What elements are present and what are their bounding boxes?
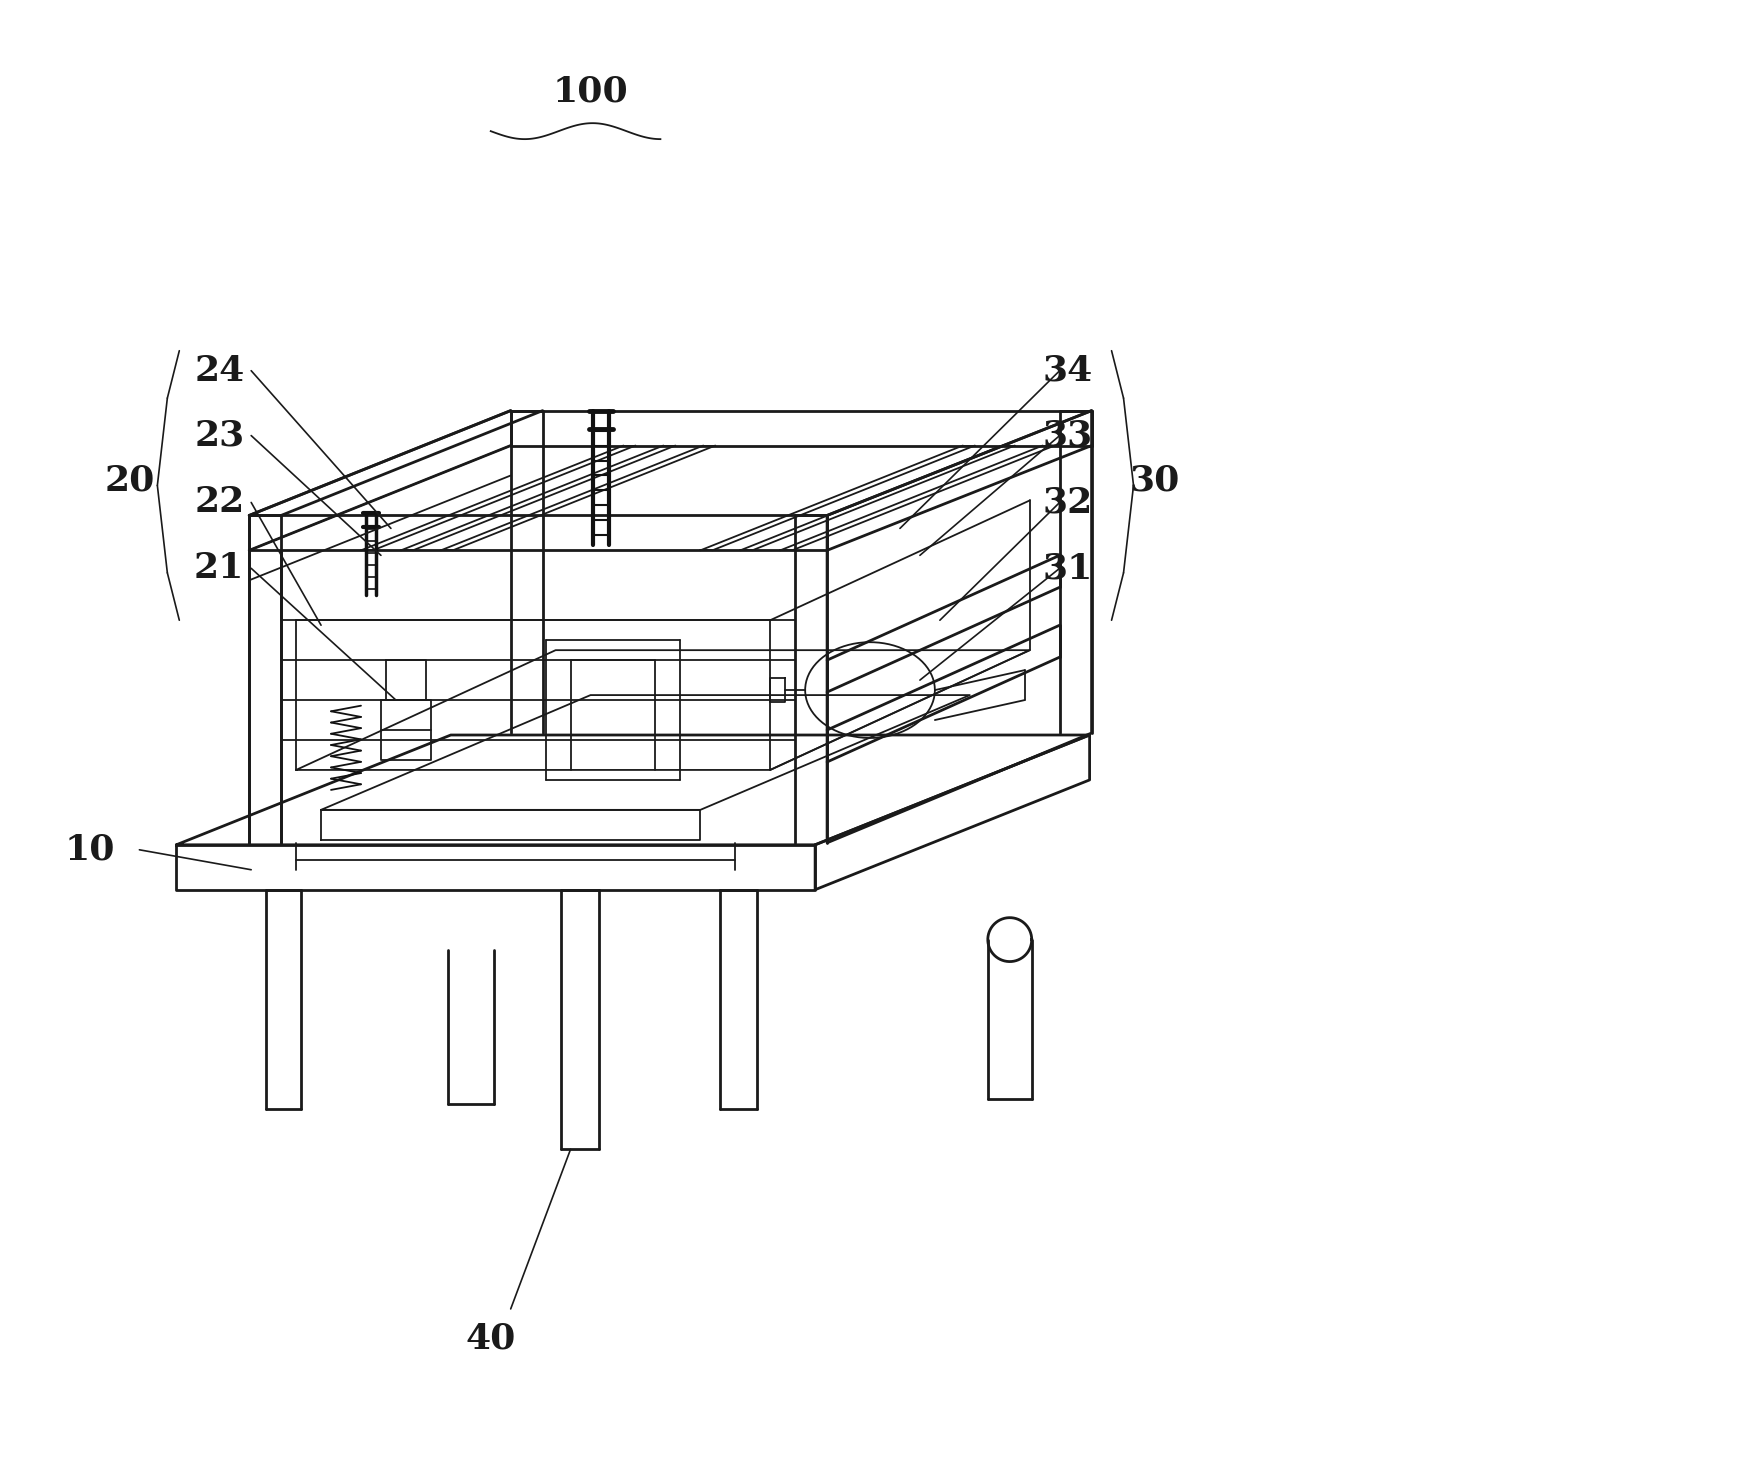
- Text: 34: 34: [1042, 354, 1093, 388]
- Text: 24: 24: [195, 354, 244, 388]
- Text: 33: 33: [1042, 419, 1093, 453]
- Text: 23: 23: [195, 419, 244, 453]
- Text: 32: 32: [1042, 485, 1093, 519]
- Text: 100: 100: [553, 74, 628, 108]
- Text: 40: 40: [465, 1322, 516, 1356]
- Text: 21: 21: [195, 552, 244, 586]
- Text: 10: 10: [65, 833, 114, 867]
- Text: 20: 20: [104, 463, 154, 497]
- Text: 30: 30: [1128, 463, 1179, 497]
- Text: 22: 22: [195, 485, 244, 519]
- Text: 31: 31: [1042, 552, 1093, 586]
